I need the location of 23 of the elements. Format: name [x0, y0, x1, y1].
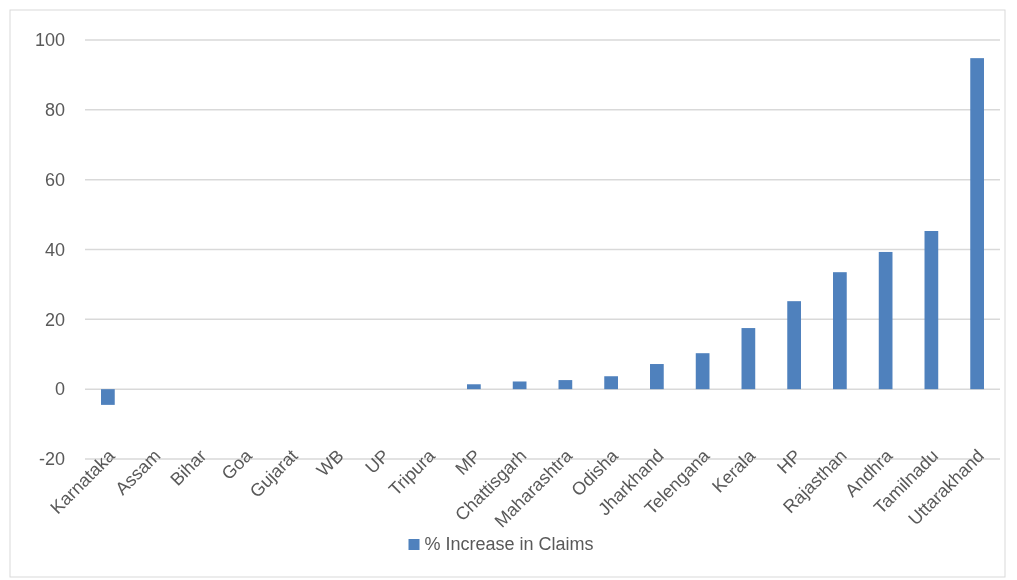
bar — [101, 389, 115, 405]
bar — [787, 301, 801, 390]
x-tick-label: Goa — [217, 444, 257, 484]
bar — [924, 230, 939, 390]
bar — [741, 328, 756, 390]
bar — [695, 353, 710, 390]
y-tick-label: 40 — [44, 239, 65, 260]
bar — [558, 380, 573, 390]
bar — [604, 376, 618, 390]
bar — [512, 381, 527, 390]
y-tick-label: 0 — [54, 379, 65, 400]
x-tick-label: WB — [312, 445, 348, 481]
y-tick-label: 80 — [44, 100, 65, 121]
bar — [878, 251, 893, 390]
bar — [467, 384, 481, 390]
x-tick-label: UP — [361, 445, 394, 478]
y-tick-label: 100 — [34, 30, 65, 51]
bar — [970, 58, 984, 390]
bar — [833, 272, 847, 390]
legend-label: % Increase in Claims — [424, 534, 594, 554]
y-tick-label: 60 — [44, 169, 65, 190]
y-tick-label: 20 — [44, 309, 65, 330]
bar — [650, 364, 664, 390]
